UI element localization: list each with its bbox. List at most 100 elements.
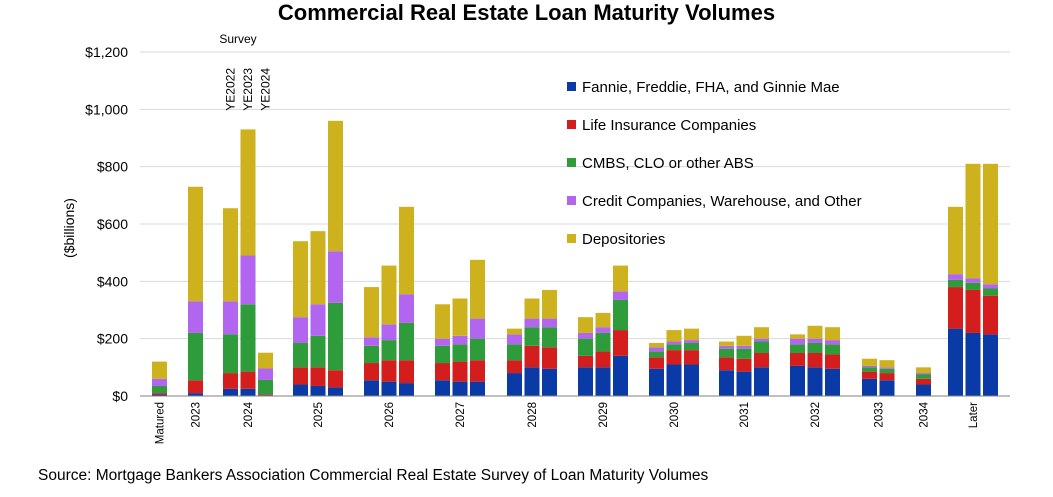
bar-segment-matured-1-s2 bbox=[152, 393, 167, 395]
bar-segment-2032-3-s4 bbox=[825, 340, 840, 345]
y-tick-label: $0 bbox=[112, 388, 128, 404]
bar-segment-2034-1-s4 bbox=[916, 373, 931, 375]
bar-segment-2032-1-s2 bbox=[790, 353, 805, 366]
bar-segment-2026-2-s3 bbox=[381, 340, 397, 361]
bar-segment-2024-1-s1 bbox=[223, 388, 238, 396]
bar-segment-2024-2-s1 bbox=[240, 388, 256, 396]
bar-segment-2032-1-s3 bbox=[790, 344, 805, 353]
bar-segment-2024-2-s2 bbox=[240, 371, 256, 389]
bar-segment-2025-1-s2 bbox=[293, 367, 308, 385]
bar-segment-2032-2-s1 bbox=[807, 367, 823, 396]
bar-segment-2032-2-s2 bbox=[807, 353, 823, 368]
bar-segment-2023-1-s3 bbox=[188, 332, 203, 381]
bar-segment-2024-3-s5 bbox=[258, 352, 273, 369]
bar-segment-later-3-s5 bbox=[983, 163, 998, 285]
bar-segment-2026-1-s1 bbox=[364, 380, 379, 396]
bar-segment-2030-1-s1 bbox=[649, 368, 664, 396]
bar-segment-later-2-s3 bbox=[965, 282, 981, 290]
bar-segment-2024-3-s4 bbox=[258, 368, 273, 380]
bar-segment-2031-2-s5 bbox=[736, 335, 752, 346]
bar-segment-later-2-s2 bbox=[965, 289, 981, 333]
bar-segment-2031-1-s5 bbox=[719, 341, 734, 346]
bar-segment-2027-1-s3 bbox=[435, 345, 450, 364]
bar-segment-2025-1-s3 bbox=[293, 342, 308, 368]
bar-segment-2027-2-s1 bbox=[452, 381, 468, 396]
legend-swatch-4 bbox=[567, 196, 576, 205]
bar-segment-2031-3-s1 bbox=[754, 367, 769, 396]
bar-segment-2034-1-s1 bbox=[916, 384, 931, 396]
y-tick-label: $200 bbox=[97, 331, 128, 347]
bar-segment-2030-2-s2 bbox=[666, 350, 682, 365]
bar-segment-2025-1-s1 bbox=[293, 384, 308, 396]
bar-segment-2033-1-s5 bbox=[862, 358, 877, 366]
bar-segment-2025-3-s2 bbox=[328, 370, 343, 388]
bar-segment-2030-3-s3 bbox=[684, 342, 699, 351]
bar-segment-2024-1-s4 bbox=[223, 301, 238, 335]
bar-segment-2033-1-s4 bbox=[862, 365, 877, 368]
bar-segment-2029-2-s4 bbox=[595, 327, 611, 333]
bar-segment-2026-2-s5 bbox=[381, 265, 397, 325]
y-tick-label: $1,200 bbox=[85, 44, 128, 60]
bar-segment-2029-1-s1 bbox=[578, 367, 593, 396]
bar-segment-2031-2-s4 bbox=[736, 345, 752, 349]
legend-swatch-5 bbox=[567, 234, 576, 243]
x-tick-label-2034: 2034 bbox=[919, 401, 931, 427]
legend-label-1: Fannie, Freddie, FHA, and Ginnie Mae bbox=[582, 79, 840, 96]
bar-segment-matured-1-s1 bbox=[152, 394, 167, 396]
bar-segment-2025-3-s4 bbox=[328, 251, 343, 303]
x-tick-label-2029: 2029 bbox=[598, 402, 610, 428]
bar-segment-2023-1-s4 bbox=[188, 301, 203, 333]
bar-segment-2027-3-s2 bbox=[470, 360, 485, 382]
x-tick-label-2026: 2026 bbox=[384, 402, 396, 428]
x-tick-label-later: Later bbox=[968, 402, 980, 428]
bar-segment-2028-3-s3 bbox=[542, 327, 557, 348]
bar-segment-2025-2-s4 bbox=[310, 304, 326, 336]
bar-segment-later-2-s4 bbox=[965, 278, 981, 283]
bar-segment-2030-2-s5 bbox=[666, 330, 682, 342]
bar-segment-2029-2-s5 bbox=[595, 312, 611, 328]
x-tick-label-matured: Matured bbox=[155, 402, 167, 444]
legend-label-5: Depositories bbox=[582, 231, 665, 248]
bar-segment-2029-2-s1 bbox=[595, 367, 611, 396]
bar-segment-2029-2-s3 bbox=[595, 332, 611, 352]
bar-segment-2031-3-s3 bbox=[754, 341, 769, 353]
bar-segment-2026-2-s4 bbox=[381, 324, 397, 341]
bar-segment-2030-1-s4 bbox=[649, 347, 664, 352]
bar-segment-2024-3-s3 bbox=[258, 379, 273, 395]
y-tick-label: $400 bbox=[97, 273, 128, 289]
bar-segment-2027-1-s4 bbox=[435, 338, 450, 346]
bar-segment-2033-2-s5 bbox=[879, 360, 895, 368]
x-tick-label-2025: 2025 bbox=[313, 402, 325, 428]
bar-segment-2030-1-s5 bbox=[649, 342, 664, 348]
y-tick-label: $800 bbox=[97, 159, 128, 175]
bar-segment-2026-1-s4 bbox=[364, 337, 379, 346]
bar-segment-2027-3-s3 bbox=[470, 338, 485, 361]
bar-segment-2026-2-s2 bbox=[381, 360, 397, 382]
bar-segment-2024-2-s3 bbox=[240, 304, 256, 372]
bar-segment-2027-2-s2 bbox=[452, 361, 468, 382]
bar-segment-2025-3-s3 bbox=[328, 302, 343, 371]
bar-segment-2028-1-s3 bbox=[507, 344, 522, 361]
bar-segment-2032-3-s2 bbox=[825, 354, 840, 369]
bar-segment-later-1-s4 bbox=[948, 274, 963, 280]
bar-segment-2028-2-s4 bbox=[524, 318, 540, 328]
bar-segment-later-1-s1 bbox=[948, 328, 963, 396]
bar-segment-2026-1-s5 bbox=[364, 287, 379, 338]
bar-segment-2023-1-s2 bbox=[188, 380, 203, 394]
bar-segment-2028-3-s2 bbox=[542, 347, 557, 369]
bar-segment-2026-3-s2 bbox=[399, 360, 414, 384]
bar-segment-2032-1-s1 bbox=[790, 365, 805, 396]
y-tick-label: $600 bbox=[97, 216, 128, 232]
bar-segment-2029-1-s5 bbox=[578, 317, 593, 333]
bar-segment-later-3-s1 bbox=[983, 334, 998, 396]
bar-segment-2029-3-s5 bbox=[613, 265, 628, 292]
bar-segment-2029-1-s3 bbox=[578, 338, 593, 356]
bar-segment-2028-3-s1 bbox=[542, 368, 557, 396]
chart-title: Commercial Real Estate Loan Maturity Vol… bbox=[277, 0, 776, 25]
bar-segment-2032-1-s4 bbox=[790, 338, 805, 345]
legend-swatch-3 bbox=[567, 158, 576, 167]
bar-segment-2025-1-s5 bbox=[293, 241, 308, 318]
bar-segment-later-1-s5 bbox=[948, 206, 963, 275]
bar-segment-2032-2-s4 bbox=[807, 338, 823, 343]
